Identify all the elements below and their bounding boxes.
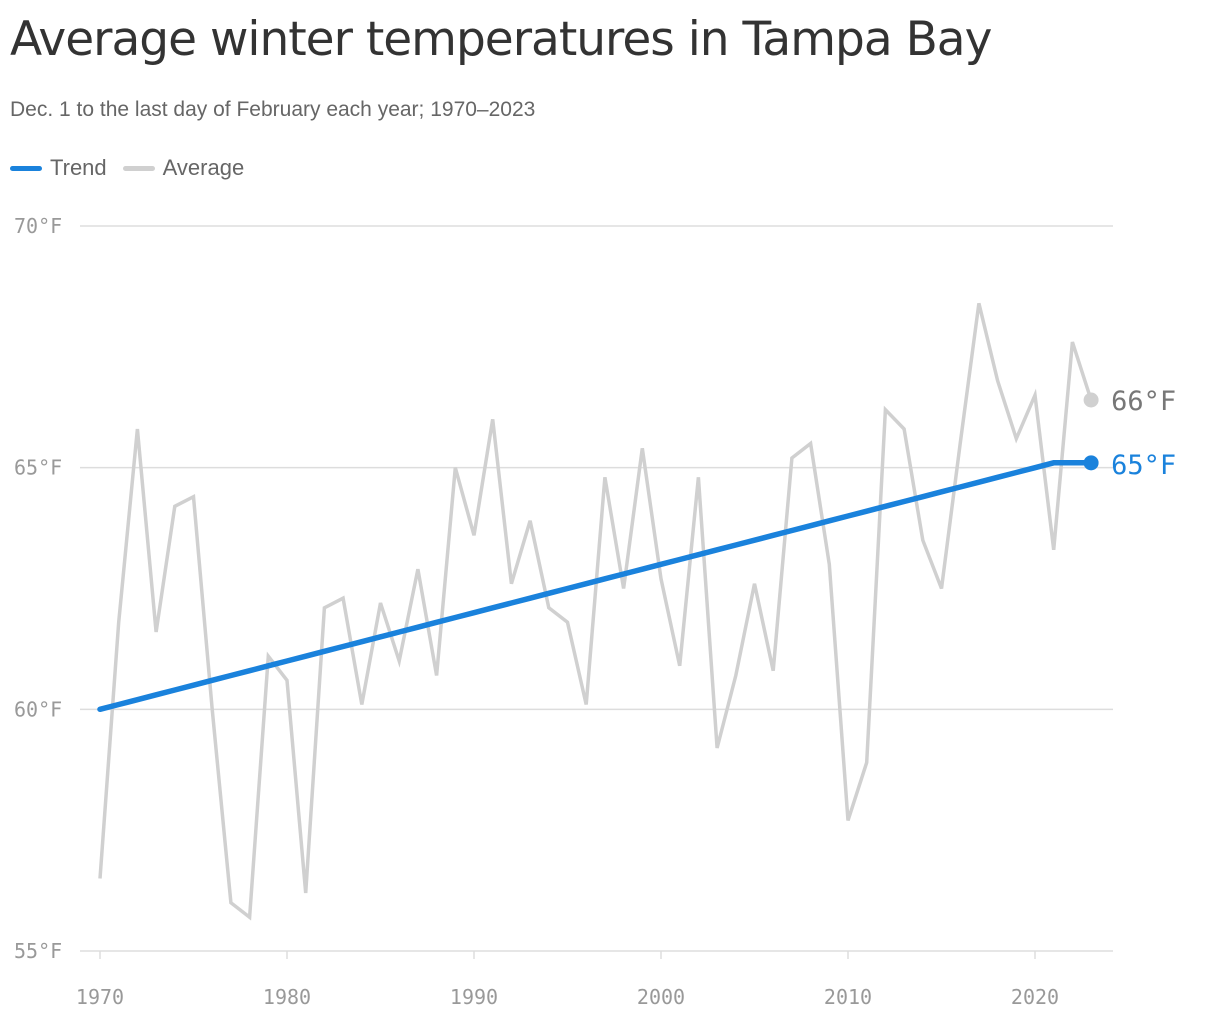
y-tick-label: 70°F <box>14 214 62 238</box>
series-line-average <box>98 302 1093 921</box>
legend-item-trend: Trend <box>10 155 107 181</box>
end-point-average <box>1083 392 1099 408</box>
legend-label-average: Average <box>162 155 245 180</box>
end-label-trend: 65°F <box>1111 450 1176 481</box>
series-line-trend <box>97 460 1094 713</box>
legend-swatch-average <box>122 165 155 171</box>
chart-subtitle: Dec. 1 to the last day of February each … <box>10 98 536 121</box>
x-tick-label: 1970 <box>76 985 124 1009</box>
y-tick-label: 60°F <box>14 697 62 721</box>
chart-title: Average winter temperatures in Tampa Bay <box>10 12 992 67</box>
x-tick-label: 2020 <box>1011 985 1059 1009</box>
legend-label-trend: Trend <box>50 155 107 180</box>
end-label-average: 66°F <box>1111 386 1176 417</box>
end-point-trend <box>1083 455 1099 471</box>
y-tick-label: 55°F <box>14 939 62 963</box>
legend-item-average: Average <box>122 155 245 181</box>
x-tick-label: 1990 <box>450 985 498 1009</box>
y-tick-label: 65°F <box>14 456 62 480</box>
chart-legend: Trend Average <box>10 155 260 181</box>
legend-swatch-trend <box>10 165 42 171</box>
x-tick-label: 1980 <box>263 985 311 1009</box>
x-tick-label: 2010 <box>824 985 872 1009</box>
x-tick-label: 2000 <box>637 985 685 1009</box>
